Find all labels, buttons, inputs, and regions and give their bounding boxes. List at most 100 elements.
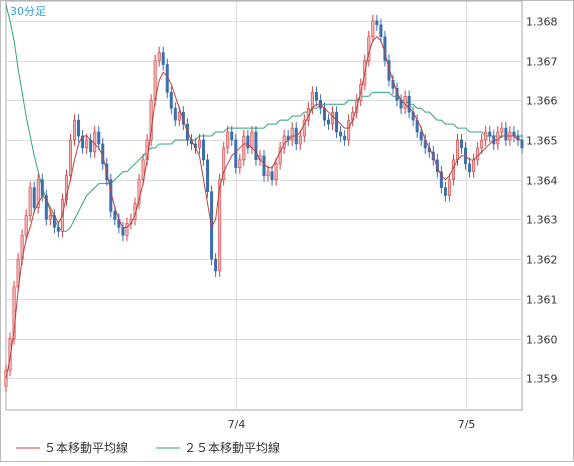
candle-body <box>314 92 318 101</box>
candle-body <box>290 127 294 141</box>
y-tick-label: 1.359 <box>526 373 558 386</box>
x-axis-labels: 7/4 7/5 <box>228 418 476 431</box>
candle-body <box>234 139 238 169</box>
candle-body <box>322 107 326 121</box>
y-tick-label: 1.360 <box>526 334 558 347</box>
candle-body <box>387 60 391 81</box>
candle-body <box>326 119 331 125</box>
y-tick-label: 1.361 <box>526 294 558 307</box>
candle-body <box>222 147 226 180</box>
candle-body <box>161 52 165 65</box>
candle-body <box>302 119 306 137</box>
candle-body <box>28 187 32 216</box>
candle-body <box>488 131 492 137</box>
y-axis-labels: 1.359 1.360 1.361 1.362 1.363 1.364 1.365 1.366… <box>526 16 558 386</box>
candle-body <box>274 163 278 180</box>
candle-body <box>520 139 524 149</box>
candle-body <box>141 159 145 180</box>
candle-body <box>157 52 161 61</box>
candle-body <box>379 24 383 38</box>
candle-body <box>339 131 343 137</box>
plot-area <box>5 0 523 411</box>
candle-body <box>44 195 48 220</box>
candle-body <box>298 135 302 145</box>
candle-body <box>24 215 28 236</box>
candle-body <box>113 211 117 220</box>
candle-body <box>335 111 339 133</box>
candle-body <box>181 111 185 125</box>
candle-body <box>310 92 314 109</box>
candle-body <box>343 135 347 141</box>
candle-body <box>270 171 274 180</box>
candle-body <box>218 179 222 272</box>
candle-body <box>460 139 464 149</box>
candle-body <box>447 179 451 196</box>
candle-body <box>439 171 443 188</box>
candle-body <box>262 155 266 177</box>
candle-body <box>496 131 500 145</box>
candle-body <box>254 131 258 161</box>
candle-body <box>472 159 476 173</box>
y-tick-label: 1.362 <box>526 254 558 267</box>
timeframe-label: 30分足 <box>10 5 46 18</box>
candle-body <box>419 131 423 141</box>
candle-body <box>12 286 16 339</box>
candle-body <box>331 111 335 125</box>
candle-body <box>443 187 447 196</box>
candle-body <box>230 131 234 141</box>
x-tick-label: 7/5 <box>458 418 476 431</box>
candle-body <box>121 227 125 236</box>
candle-body <box>250 131 254 149</box>
candle-body <box>435 159 439 173</box>
legend-ma25-label: ２５本移動平均線 <box>184 440 280 455</box>
y-tick-label: 1.368 <box>526 16 558 29</box>
candle-body <box>125 223 129 236</box>
candle-body <box>89 139 93 153</box>
candle-body <box>173 107 177 121</box>
candle-body <box>375 20 379 26</box>
candle-body <box>8 338 12 371</box>
candle-body <box>77 119 81 137</box>
candle-body <box>480 139 484 149</box>
candle-body <box>85 139 89 149</box>
candle-body <box>40 179 44 196</box>
y-tick-label: 1.364 <box>526 175 558 188</box>
candle-body <box>476 147 480 161</box>
candle-body <box>177 111 181 121</box>
candle-body <box>282 135 286 149</box>
candle-body <box>68 139 73 177</box>
candle-body <box>32 187 36 208</box>
candle-body <box>238 159 242 169</box>
y-tick-label: 1.363 <box>526 214 558 227</box>
y-tick-label: 1.365 <box>526 135 558 148</box>
ma25-layer <box>5 4 522 232</box>
candle-body <box>347 119 351 141</box>
candle-body <box>214 258 218 272</box>
legend-ma5-label: ５本移動平均線 <box>44 440 128 455</box>
candle-body <box>242 135 246 161</box>
candle-body <box>73 119 77 141</box>
candle-body <box>56 227 60 232</box>
candle-body <box>278 147 282 165</box>
candle-body <box>403 96 407 109</box>
y-tick-label: 1.367 <box>526 56 558 69</box>
candle-body <box>500 127 504 133</box>
y-tick-label: 1.366 <box>526 95 558 108</box>
candle-body <box>468 163 472 173</box>
ma5-line <box>5 36 522 379</box>
candle-body <box>246 135 250 149</box>
candle-body <box>206 159 210 192</box>
candle-body <box>197 139 202 149</box>
candle-body <box>504 127 508 141</box>
x-tick-label: 7/4 <box>228 418 246 431</box>
candle-body <box>64 175 68 200</box>
candle-body <box>226 131 230 149</box>
candle-body <box>137 179 141 204</box>
candle-body <box>36 179 40 208</box>
candle-body <box>48 215 52 220</box>
candle-body <box>512 131 516 137</box>
candle-body <box>202 139 206 161</box>
candle-body <box>407 96 411 113</box>
